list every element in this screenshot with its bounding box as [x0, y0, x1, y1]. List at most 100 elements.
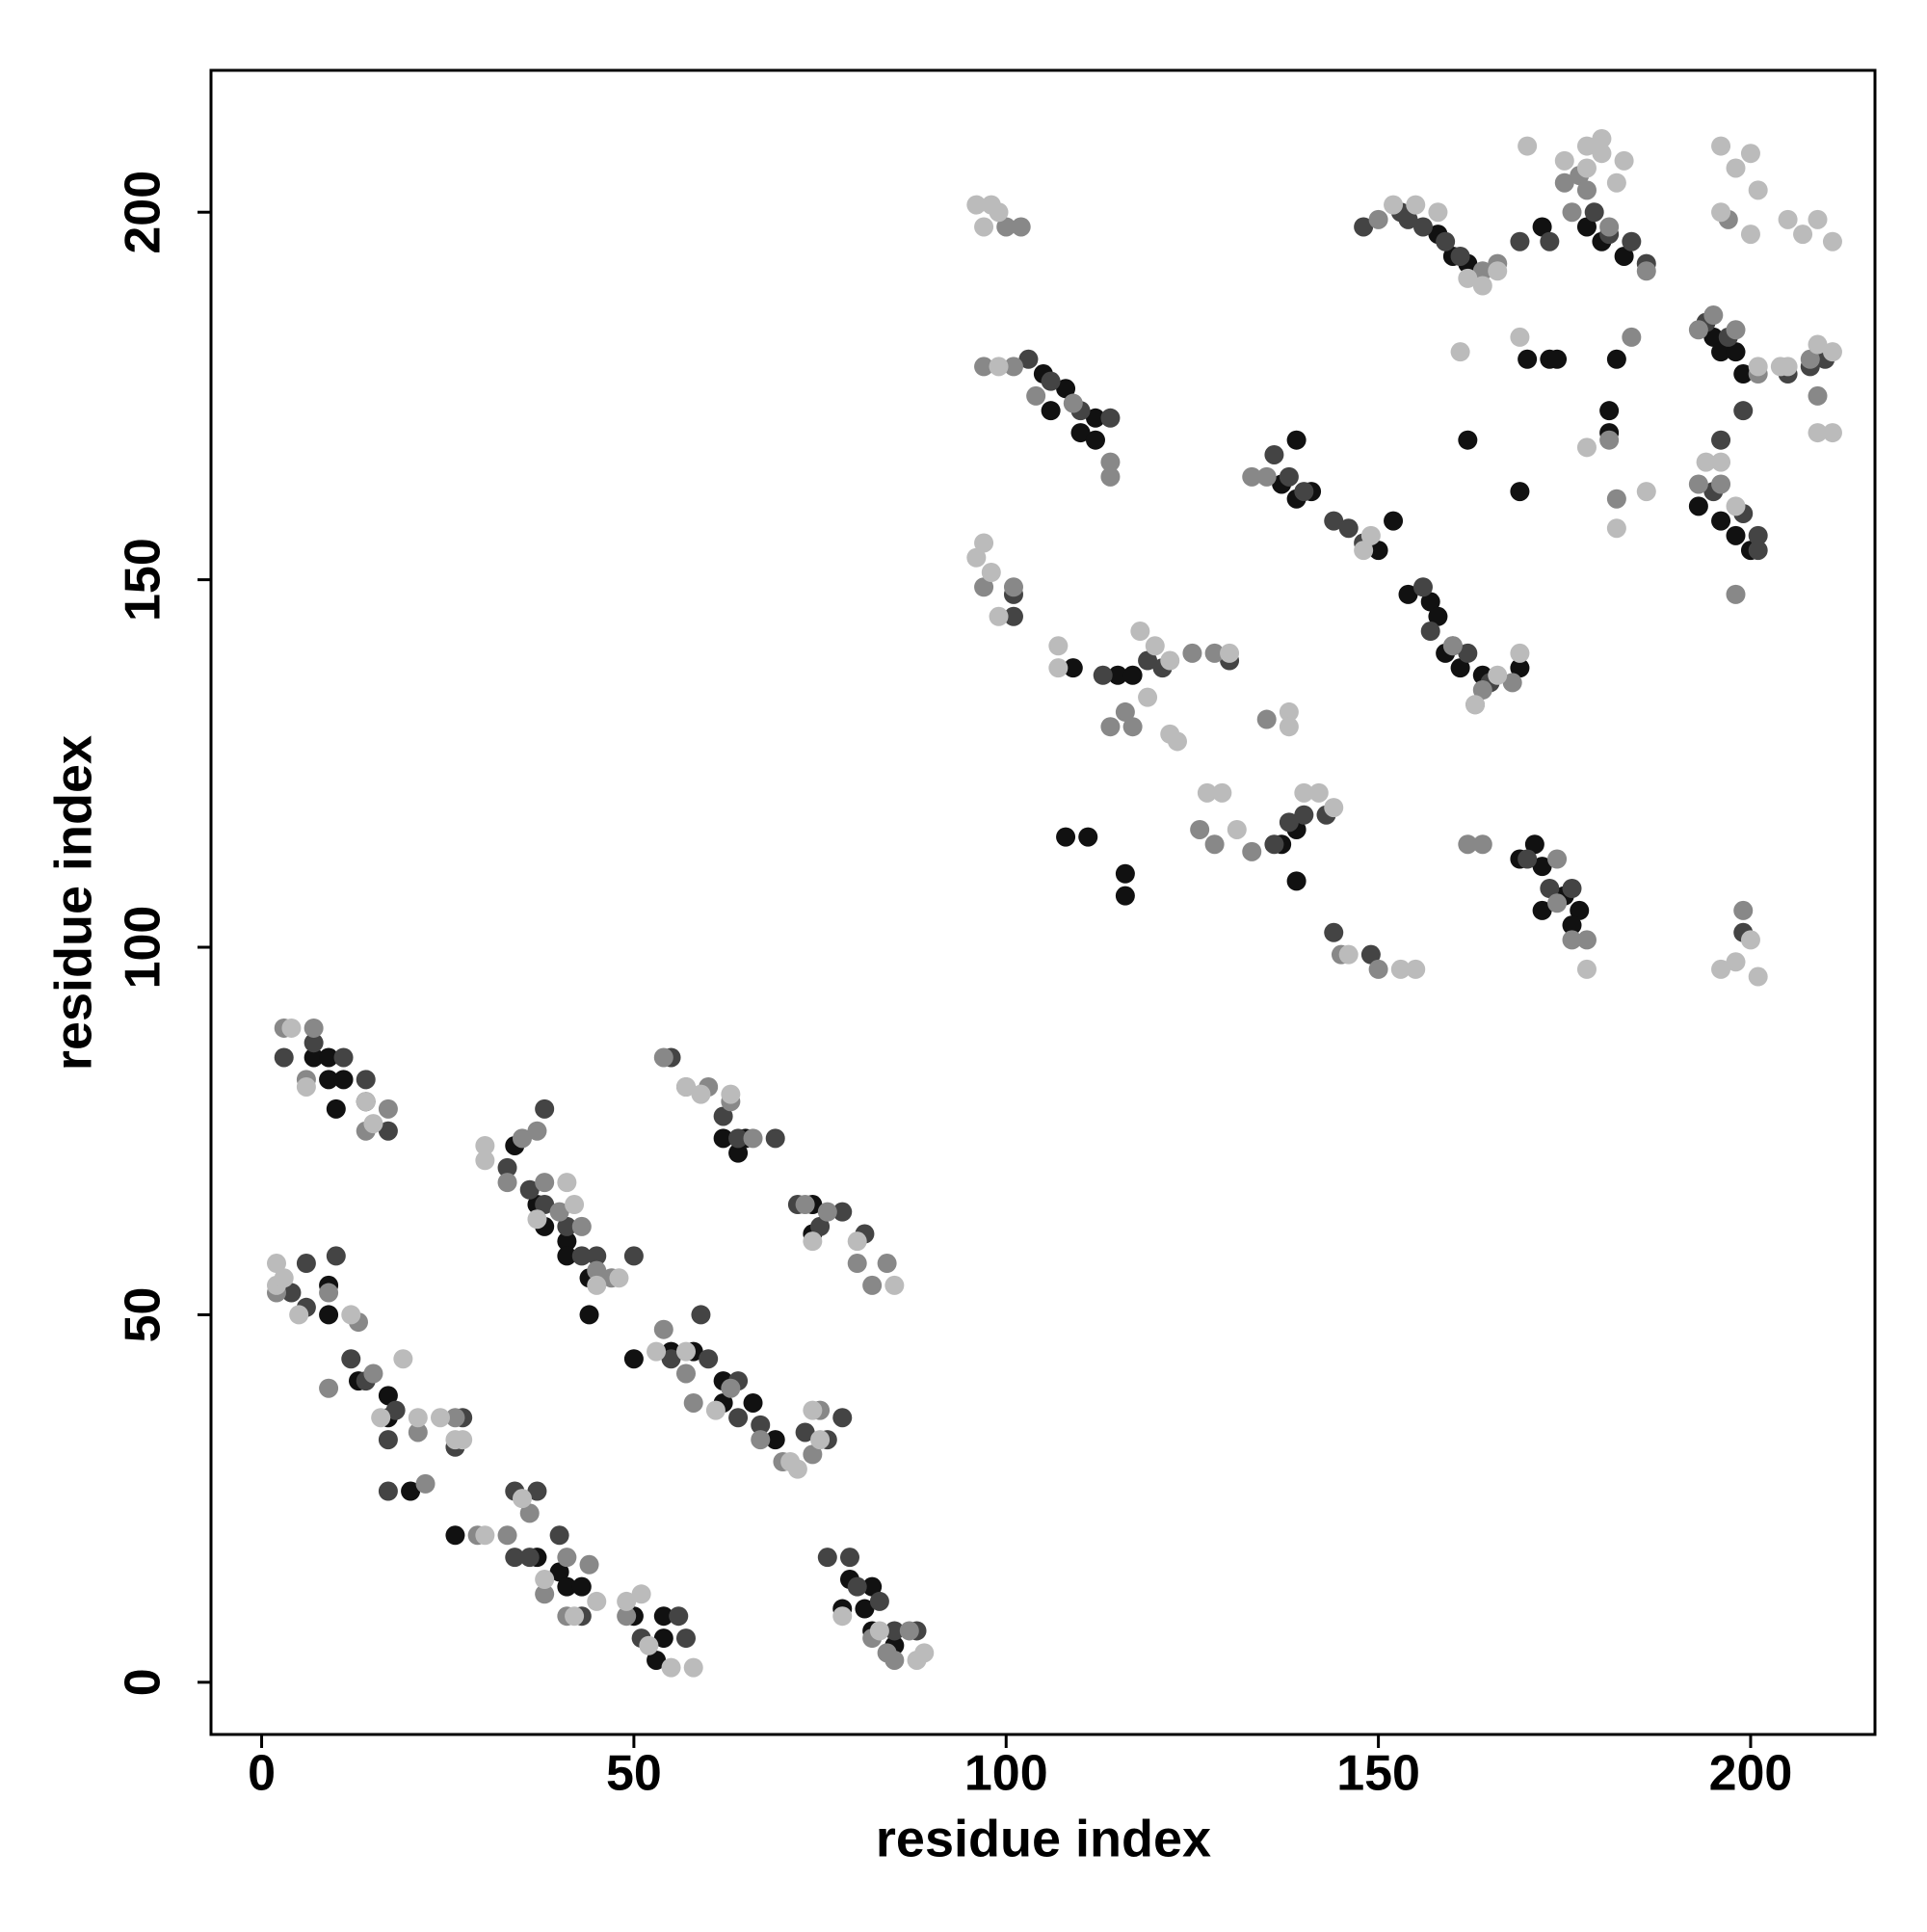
point [408, 1422, 428, 1442]
point [1458, 268, 1478, 288]
point [1138, 650, 1158, 671]
point [1518, 349, 1538, 369]
point [1726, 952, 1746, 972]
point [675, 1341, 696, 1362]
x-tick-label: 0 [248, 1746, 276, 1802]
point [877, 1254, 897, 1274]
y-axis-title: residue index [44, 735, 102, 1071]
point [795, 1422, 815, 1442]
point [617, 1591, 637, 1611]
point [1085, 430, 1105, 450]
point [899, 1621, 919, 1641]
point [1390, 959, 1411, 979]
point [743, 1128, 763, 1149]
point [1510, 482, 1530, 502]
point [1308, 782, 1329, 803]
point [1041, 401, 1061, 421]
point [989, 357, 1009, 377]
point [1450, 342, 1470, 362]
point [1458, 834, 1478, 855]
point [1115, 863, 1135, 884]
point [847, 1576, 867, 1597]
point [356, 1092, 376, 1112]
point [1599, 401, 1620, 421]
point [1696, 452, 1716, 472]
point [1384, 195, 1404, 215]
point [1822, 342, 1842, 362]
point [1488, 665, 1508, 685]
point [378, 1121, 398, 1141]
point [617, 1606, 637, 1627]
point [683, 1392, 703, 1413]
point [1450, 246, 1470, 266]
point [653, 1047, 673, 1068]
point [378, 1430, 398, 1450]
point [505, 1548, 525, 1568]
point [1740, 225, 1760, 245]
point [1748, 541, 1768, 561]
point [996, 217, 1016, 237]
point [1011, 217, 1031, 237]
point [587, 1275, 607, 1295]
point [669, 1606, 689, 1627]
point [810, 1216, 831, 1236]
point [1048, 658, 1069, 678]
point [1726, 496, 1746, 516]
point [817, 1548, 837, 1568]
point [862, 1275, 883, 1295]
point [1145, 636, 1165, 656]
point [721, 1378, 741, 1398]
point [519, 1548, 540, 1568]
point [1294, 782, 1314, 803]
point [1078, 827, 1098, 847]
point [1108, 665, 1128, 685]
point [1204, 834, 1225, 855]
point [1398, 209, 1418, 229]
point [378, 1481, 398, 1501]
point [1562, 202, 1582, 223]
point [1212, 782, 1232, 803]
point [1547, 893, 1568, 913]
point [751, 1415, 771, 1435]
point [535, 1195, 555, 1215]
point [333, 1070, 354, 1090]
point [884, 1650, 905, 1670]
point [1740, 930, 1760, 950]
point [378, 1386, 398, 1406]
point [497, 1173, 517, 1193]
point [475, 1135, 495, 1155]
point [1488, 261, 1508, 281]
point [549, 1525, 569, 1546]
point [571, 1246, 592, 1266]
point [1518, 849, 1538, 869]
point [281, 1283, 302, 1303]
point [1606, 518, 1626, 539]
point [1599, 217, 1620, 237]
point [1160, 650, 1180, 671]
point [385, 1400, 406, 1420]
point [1406, 959, 1426, 979]
x-tick-label: 200 [1709, 1746, 1793, 1802]
point [497, 1157, 517, 1178]
point [728, 1143, 749, 1163]
point [751, 1430, 771, 1450]
point [631, 1584, 651, 1604]
point [319, 1047, 339, 1068]
point [1599, 430, 1620, 450]
point [1808, 209, 1828, 229]
point [647, 1650, 667, 1670]
point [1428, 606, 1448, 626]
point [1592, 128, 1612, 148]
point [1182, 643, 1202, 663]
point [855, 1599, 875, 1619]
point [1688, 474, 1708, 494]
point [639, 1635, 659, 1655]
point [1018, 349, 1039, 369]
point [1279, 466, 1299, 487]
point [1130, 622, 1150, 642]
point [281, 1018, 302, 1038]
point [1100, 466, 1121, 487]
point [1622, 327, 1642, 347]
point [519, 1179, 540, 1200]
point [1562, 915, 1582, 936]
